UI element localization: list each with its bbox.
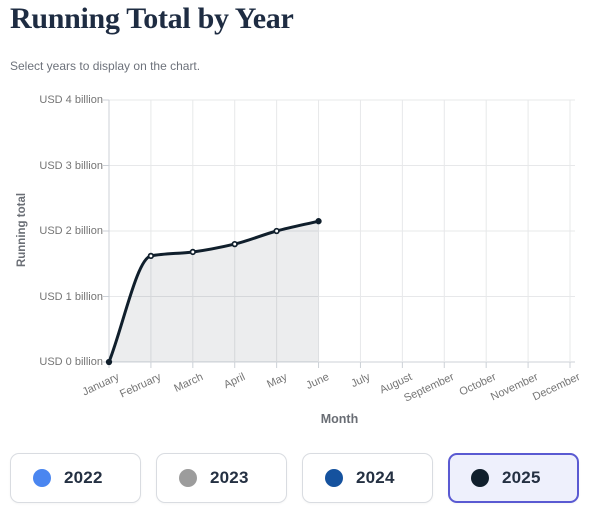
year-color-dot <box>179 469 197 487</box>
y-tick-label: USD 1 billion <box>39 290 103 303</box>
year-toggle-2025[interactable]: 2025 <box>448 453 579 503</box>
year-label: 2024 <box>356 468 395 487</box>
year-toggle-2023[interactable]: 2023 <box>156 453 287 503</box>
year-label: 2025 <box>502 468 541 487</box>
y-tick-label: USD 0 billion <box>39 356 103 368</box>
year-toggle-2024[interactable]: 2024 <box>302 453 433 503</box>
year-label: 2022 <box>64 468 103 487</box>
data-point-2025[interactable] <box>189 248 196 256</box>
data-point-2025[interactable] <box>273 227 280 235</box>
year-color-dot <box>325 469 343 487</box>
page-title: Running Total by Year <box>10 2 294 35</box>
chart-plot-area[interactable] <box>0 0 600 448</box>
y-axis-title: Running total <box>16 192 28 268</box>
x-axis-title: Month <box>320 412 359 426</box>
data-point-2025[interactable] <box>147 252 155 260</box>
y-tick-label: USD 3 billion <box>39 159 103 172</box>
y-tick-label: USD 4 billion <box>39 94 103 106</box>
data-point-2025[interactable] <box>231 240 238 248</box>
year-color-dot <box>471 469 489 487</box>
data-point-2025[interactable] <box>315 218 322 225</box>
y-tick-label: USD 2 billion <box>39 225 103 237</box>
page-subtitle: Select years to display on the chart. <box>10 59 201 73</box>
series-area-2025 <box>109 221 319 362</box>
year-label: 2023 <box>210 468 249 487</box>
year-toggle-2022[interactable]: 2022 <box>10 453 141 503</box>
year-color-dot <box>33 469 51 487</box>
year-legend: 2022 2023 2024 2025 <box>10 453 579 503</box>
data-point-2025[interactable] <box>105 358 113 366</box>
